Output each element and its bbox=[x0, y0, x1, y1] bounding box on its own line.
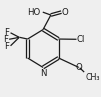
Text: F: F bbox=[5, 28, 10, 36]
Text: F: F bbox=[3, 35, 8, 44]
Text: F: F bbox=[5, 42, 10, 51]
Text: Cl: Cl bbox=[77, 35, 85, 44]
Text: HO: HO bbox=[27, 8, 41, 17]
Text: CH₃: CH₃ bbox=[86, 73, 100, 82]
Text: O: O bbox=[76, 63, 83, 72]
Text: O: O bbox=[62, 8, 69, 17]
Text: N: N bbox=[40, 69, 46, 78]
